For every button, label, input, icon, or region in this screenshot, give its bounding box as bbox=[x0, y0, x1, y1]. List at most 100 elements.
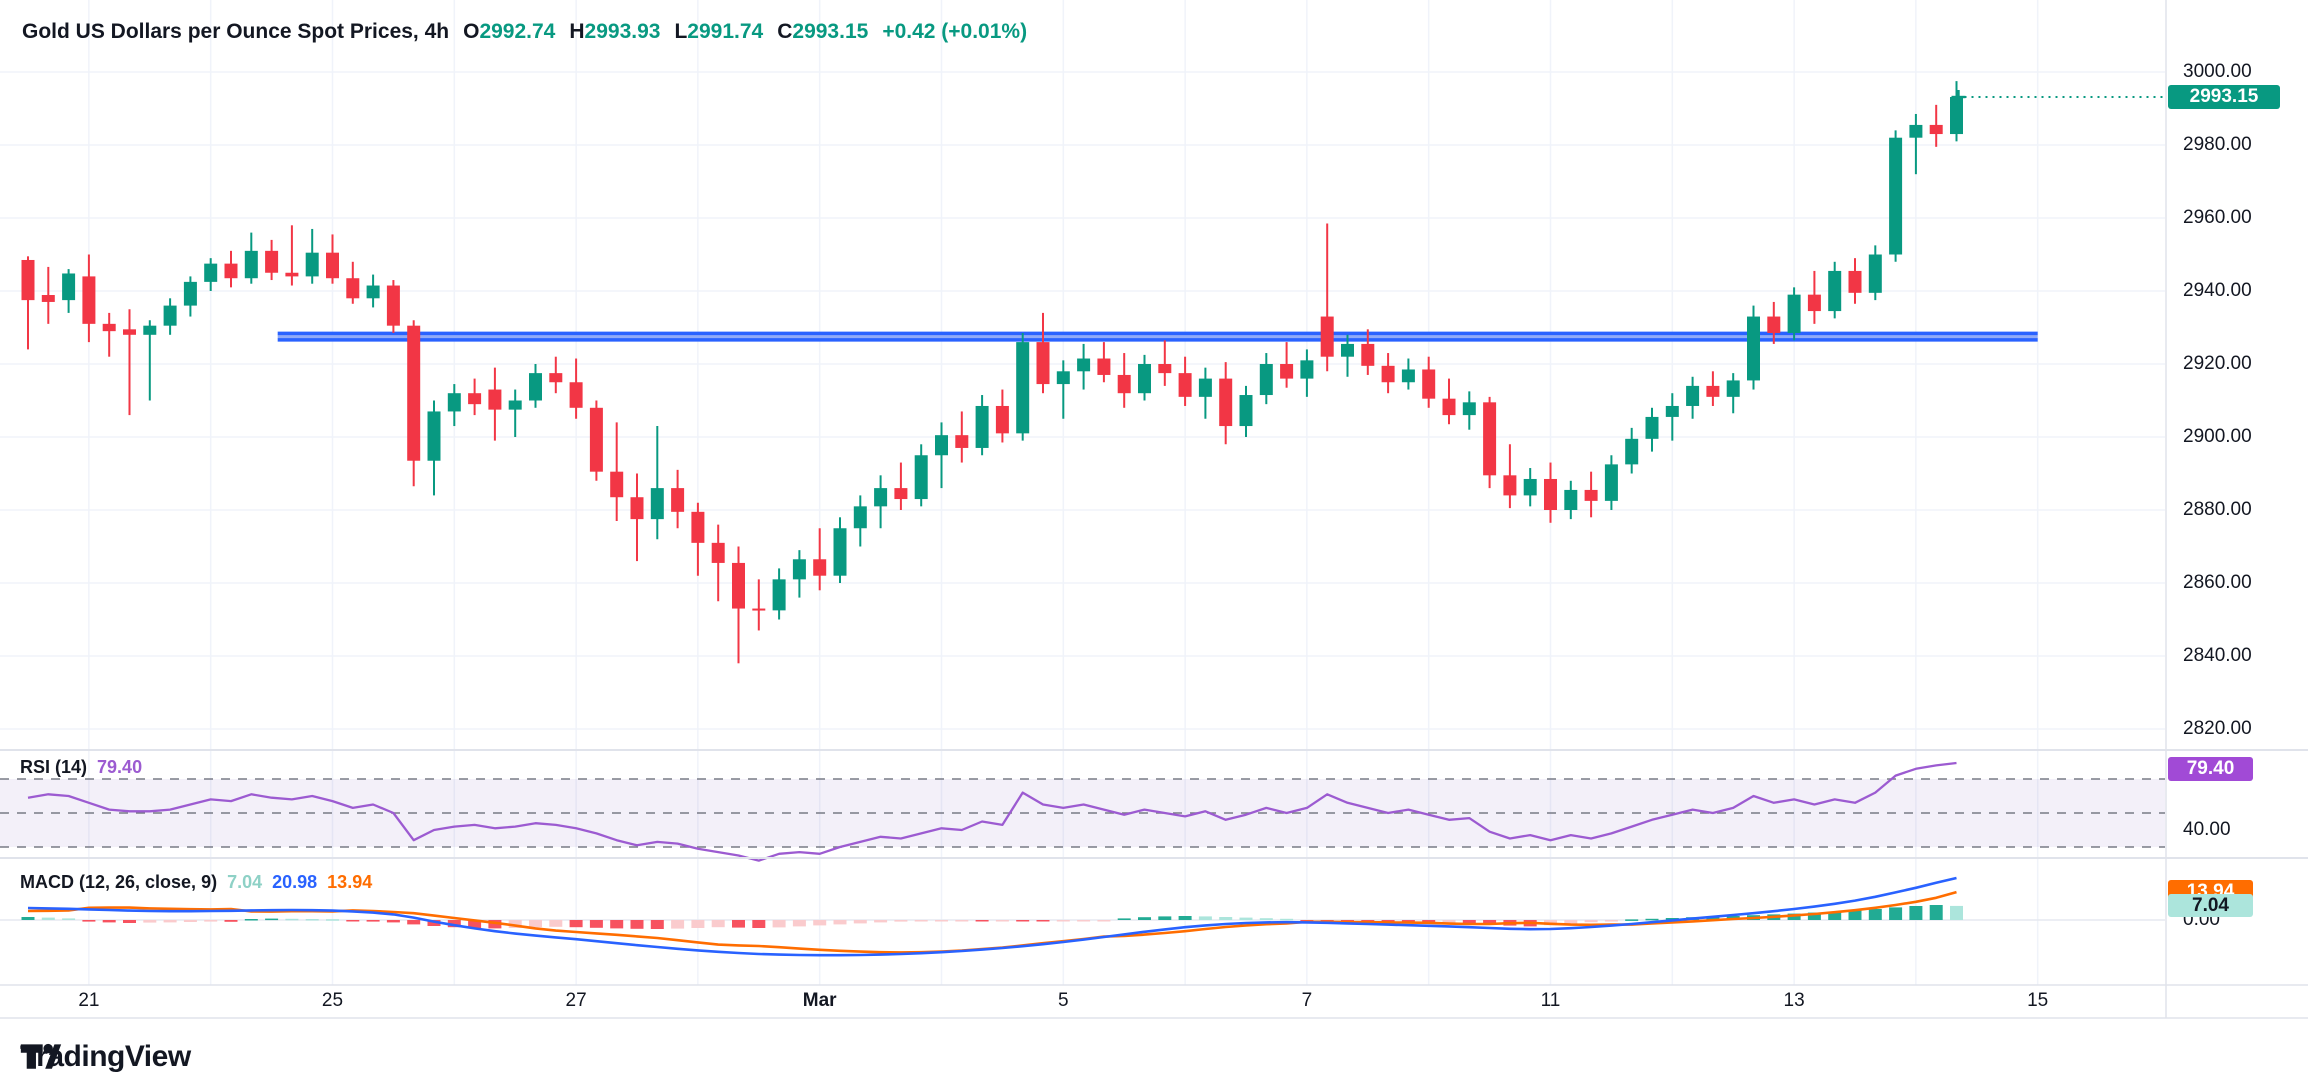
time-tick-label: 27 bbox=[565, 990, 587, 1011]
macd-histogram-bar bbox=[1462, 920, 1476, 924]
candle-body bbox=[1767, 316, 1781, 333]
candle-body bbox=[1016, 342, 1030, 434]
macd-histogram-bar bbox=[711, 920, 725, 928]
candle-body bbox=[1645, 416, 1659, 439]
macd-histogram-bar bbox=[1077, 920, 1091, 922]
macd-histogram-bar bbox=[1178, 916, 1192, 920]
time-tick-label: 25 bbox=[321, 990, 344, 1011]
macd-histogram-bar bbox=[1442, 920, 1456, 923]
price-tick-label: 2940.00 bbox=[2183, 280, 2252, 301]
macd-histogram-bar bbox=[21, 917, 35, 920]
candle-body bbox=[1401, 369, 1415, 383]
candle-body bbox=[955, 435, 969, 448]
macd-histogram-bar bbox=[792, 920, 806, 927]
macd-histogram-bar bbox=[874, 920, 888, 923]
price-tick-label: 2900.00 bbox=[2183, 426, 2252, 447]
candle-body bbox=[305, 252, 319, 277]
macd-histogram-bar bbox=[1036, 920, 1050, 922]
macd-histogram-bar bbox=[1889, 907, 1903, 920]
candle-body bbox=[874, 488, 888, 507]
rsi-legend[interactable]: RSI (14) 79.40 bbox=[20, 757, 142, 778]
candle-body bbox=[1787, 294, 1801, 333]
time-tick-label: 5 bbox=[1058, 990, 1069, 1011]
candle-body bbox=[691, 511, 705, 543]
price-tick-label: 2880.00 bbox=[2183, 499, 2252, 520]
candle-body bbox=[1381, 365, 1395, 383]
candle-body bbox=[62, 273, 76, 301]
macd-histogram-bar bbox=[427, 920, 441, 926]
macd-histogram-bar bbox=[285, 918, 299, 921]
candle-body bbox=[1036, 342, 1050, 385]
macd-histogram-bar bbox=[204, 920, 218, 922]
macd-histogram-bar bbox=[1665, 918, 1679, 920]
candle-body bbox=[1706, 385, 1720, 397]
candle-body bbox=[386, 285, 400, 326]
candle-body bbox=[813, 559, 827, 576]
macd-histogram-bar bbox=[224, 920, 238, 922]
macd-histogram-bar bbox=[589, 920, 603, 928]
macd-histogram-bar bbox=[1625, 919, 1639, 921]
macd-histogram-bar bbox=[1909, 906, 1923, 920]
macd-histogram-bar bbox=[671, 920, 685, 929]
candle-body bbox=[1726, 380, 1740, 397]
candle-body bbox=[163, 305, 177, 326]
candle-body bbox=[1686, 385, 1700, 406]
candle-body bbox=[833, 528, 847, 576]
candle-body bbox=[1178, 373, 1192, 397]
macd-histogram-bar bbox=[366, 920, 380, 922]
candle-body bbox=[1950, 97, 1963, 135]
macd-histogram-bar bbox=[975, 920, 989, 922]
macd-histogram-bar bbox=[1848, 910, 1862, 920]
candle-body bbox=[529, 373, 542, 401]
candle-body bbox=[1117, 374, 1131, 394]
macd-histogram-bar bbox=[407, 920, 421, 925]
macd-line bbox=[27, 876, 1957, 957]
candle-body bbox=[123, 329, 136, 335]
horizontal-ray-bottom bbox=[277, 338, 2038, 342]
macd-legend[interactable]: MACD (12, 26, close, 9) 7.04 20.98 13.94 bbox=[20, 872, 372, 893]
macd-histogram-bar bbox=[1868, 909, 1882, 920]
time-tick-label: 13 bbox=[1783, 990, 1805, 1011]
candle-body bbox=[102, 323, 116, 332]
macd-histogram-bar bbox=[610, 920, 624, 929]
macd-histogram-bar bbox=[935, 920, 948, 922]
candle-body bbox=[488, 389, 502, 410]
macd-histogram-bar bbox=[468, 920, 482, 928]
candle-body bbox=[244, 250, 258, 279]
macd-histogram-bar bbox=[1564, 920, 1578, 924]
last-price-badge: 2993.15 bbox=[2168, 85, 2280, 109]
macd-histogram-bar bbox=[488, 920, 502, 929]
macd-histogram-bar bbox=[1483, 920, 1497, 924]
macd-histogram-bar bbox=[752, 920, 766, 928]
macd-histogram-bar bbox=[1056, 920, 1070, 922]
candle-body bbox=[1483, 402, 1497, 476]
rsi-line bbox=[27, 761, 1957, 862]
candle-body bbox=[894, 488, 908, 500]
macd-histogram-bar bbox=[630, 920, 644, 929]
candle-body bbox=[1604, 464, 1618, 501]
macd-histogram-bar bbox=[1158, 916, 1172, 920]
candle-body bbox=[407, 325, 421, 461]
candle-body bbox=[914, 455, 928, 500]
ohlc-low: L2991.74 bbox=[674, 20, 764, 43]
macd-histogram-bar bbox=[1645, 918, 1659, 921]
rsi-value: 79.40 bbox=[97, 757, 143, 777]
candle-body bbox=[1341, 343, 1354, 357]
macd-histogram-bar bbox=[1097, 920, 1111, 922]
macd-histogram-bar bbox=[346, 920, 360, 922]
candle-body bbox=[1747, 316, 1760, 381]
macd-histogram-bar bbox=[772, 920, 786, 928]
macd-histogram-bar bbox=[650, 920, 664, 929]
candle-body bbox=[549, 373, 563, 383]
candle-body bbox=[1442, 398, 1456, 416]
candle-body bbox=[1138, 364, 1151, 394]
candle-body bbox=[630, 497, 644, 520]
tradingview-logo[interactable]: TradingView bbox=[20, 1040, 191, 1074]
macd-histogram-bar bbox=[508, 920, 522, 928]
price-change: +0.42 (+0.01%) bbox=[882, 20, 1028, 43]
symbol-legend[interactable]: Gold US Dollars per Ounce Spot Prices, 4… bbox=[22, 20, 1027, 44]
macd-histogram-bar bbox=[1929, 905, 1943, 920]
horizontal-ray-fill bbox=[277, 334, 2038, 339]
macd-histogram-bar bbox=[305, 919, 319, 921]
